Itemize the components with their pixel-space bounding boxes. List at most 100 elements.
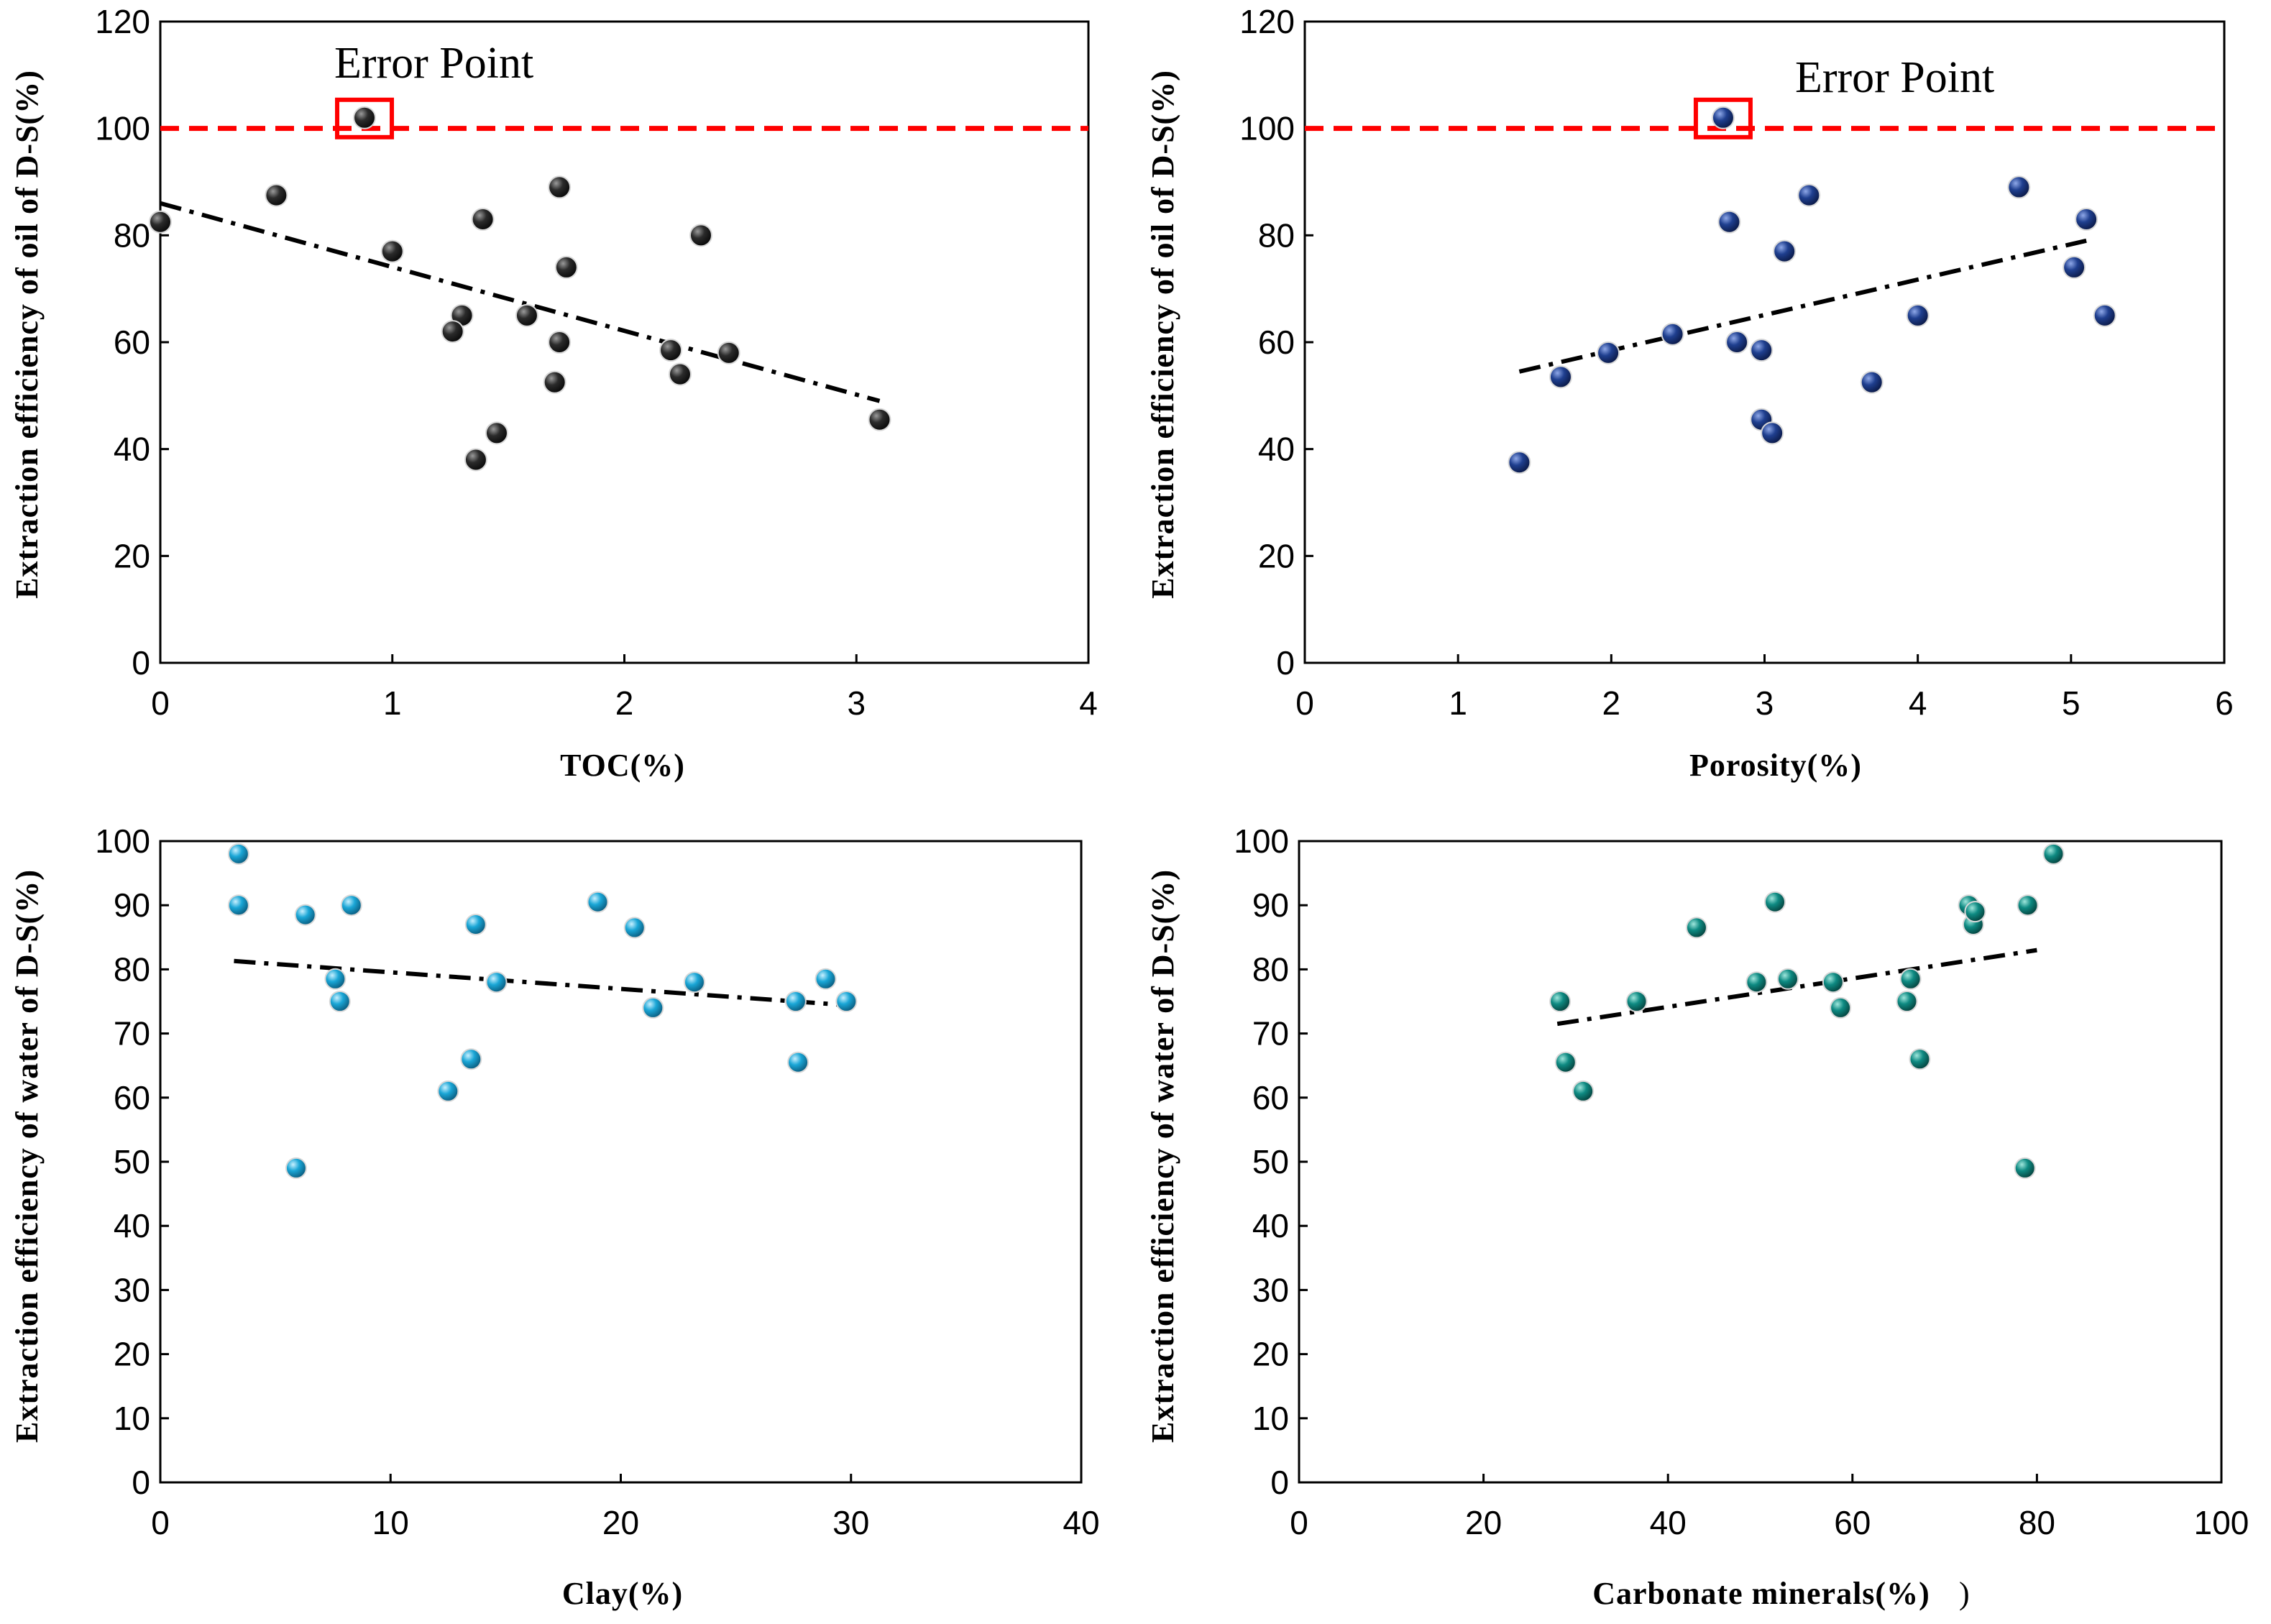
data-point — [1508, 451, 1531, 474]
data-point — [835, 991, 858, 1012]
x-axis-label: TOC(%) — [560, 748, 685, 783]
y-tick-label: 100 — [1234, 822, 1289, 860]
data-point — [683, 971, 705, 994]
y-tick-label: 50 — [1252, 1143, 1289, 1180]
plot-frame — [159, 20, 1090, 664]
y-tick-label: 20 — [114, 1336, 150, 1373]
data-point — [2042, 843, 2065, 865]
data-point — [1899, 968, 1922, 990]
data-point — [227, 894, 249, 917]
data-point — [689, 224, 713, 247]
x-tick-label: 4 — [1909, 684, 1927, 722]
data-point — [265, 183, 288, 207]
y-tick-label: 80 — [114, 950, 150, 988]
x-tick-label: 5 — [2062, 684, 2080, 722]
y-tick-label: 30 — [1252, 1271, 1289, 1308]
data-point — [659, 339, 683, 362]
data-point — [485, 421, 508, 445]
error-point-box — [335, 97, 395, 139]
data-point — [149, 210, 172, 234]
chart-carbonate: Carbonate minerals(%) ) Extraction effic… — [1145, 822, 2249, 1611]
x-tick-label: 1 — [1449, 684, 1467, 722]
y-tick-label: 20 — [1252, 1336, 1289, 1373]
data-point — [717, 341, 740, 364]
error-point-box — [1693, 97, 1753, 139]
x-tick-label: 0 — [1290, 1504, 1308, 1541]
y-axis-label: Extraction efficiency of water of D-S(%) — [1145, 869, 1180, 1443]
data-point — [460, 1048, 482, 1070]
y-tick-label: 60 — [1258, 324, 1295, 361]
x-tick-label: 40 — [1063, 1504, 1099, 1541]
data-point — [1776, 968, 1799, 990]
y-tick-label: 80 — [1252, 950, 1289, 988]
data-point — [2007, 175, 2031, 199]
error-point-annotation: Error Point — [334, 39, 533, 88]
data-point — [1896, 991, 1918, 1012]
data-point — [2017, 894, 2039, 917]
y-tick-label: 90 — [1252, 886, 1289, 924]
y-tick-label: 80 — [114, 216, 150, 254]
data-point — [1661, 322, 1684, 346]
y-tick-label: 40 — [114, 431, 150, 468]
data-point — [2014, 1157, 2036, 1179]
y-tick-label: 120 — [95, 3, 150, 40]
chart-clay: Clay(%) Extraction efficiency of water o… — [9, 822, 1100, 1611]
y-tick-label: 30 — [114, 1271, 150, 1308]
data-point — [868, 408, 891, 431]
data-point — [642, 996, 664, 1019]
x-tick-label: 6 — [2215, 684, 2234, 722]
x-tick-label: 3 — [847, 684, 866, 722]
y-tick-label: 0 — [132, 1464, 150, 1501]
data-point — [1773, 239, 1797, 263]
data-point — [668, 362, 692, 386]
y-tick-label: 0 — [132, 644, 150, 682]
y-tick-label: 60 — [114, 1079, 150, 1116]
y-tick-label: 50 — [114, 1143, 150, 1180]
data-point — [548, 331, 572, 354]
data-point — [1761, 421, 1784, 445]
data-point — [464, 448, 487, 472]
x-tick-label: 0 — [151, 1504, 170, 1541]
x-tick-label: 100 — [2194, 1504, 2249, 1541]
x-tick-label: 1 — [383, 684, 402, 722]
x-tick-label: 2 — [615, 684, 634, 722]
data-point — [464, 913, 487, 935]
data-point — [1745, 971, 1768, 994]
x-axis-label: Carbonate minerals(%) — [1592, 1576, 1930, 1611]
y-tick-label: 40 — [1258, 431, 1295, 468]
data-point — [329, 991, 351, 1012]
data-point — [1860, 370, 1884, 394]
x-tick-label: 2 — [1602, 684, 1621, 722]
x-axis-label-extra: ) — [1959, 1576, 1971, 1611]
trend-line — [234, 958, 840, 1007]
data-point — [1830, 996, 1852, 1019]
y-tick-label: 70 — [114, 1015, 150, 1052]
data-point — [285, 1157, 307, 1179]
x-tick-label: 10 — [372, 1504, 409, 1541]
data-point — [324, 968, 347, 990]
y-tick-label: 120 — [1239, 3, 1295, 40]
data-point — [587, 891, 609, 913]
data-point — [2075, 208, 2098, 231]
data-point — [1725, 331, 1749, 354]
trend-line — [1556, 948, 2037, 1027]
data-point — [815, 968, 837, 990]
data-point — [380, 239, 404, 263]
data-point — [485, 971, 508, 994]
x-tick-label: 40 — [1650, 1504, 1687, 1541]
data-point — [1625, 991, 1648, 1012]
data-point — [1717, 210, 1741, 234]
data-point — [441, 320, 464, 344]
error-point — [1711, 106, 1735, 129]
data-point — [2063, 255, 2086, 279]
x-tick-label: 60 — [1834, 1504, 1871, 1541]
data-point — [554, 255, 578, 279]
error-point-annotation: Error Point — [1795, 53, 1994, 102]
data-point — [1822, 971, 1844, 994]
data-point — [623, 917, 646, 939]
data-point — [1909, 1048, 1931, 1070]
x-tick-label: 30 — [832, 1504, 869, 1541]
x-axis-label: Porosity(%) — [1689, 748, 1862, 783]
x-axis-label: Clay(%) — [562, 1576, 683, 1611]
y-tick-label: 100 — [95, 822, 150, 860]
